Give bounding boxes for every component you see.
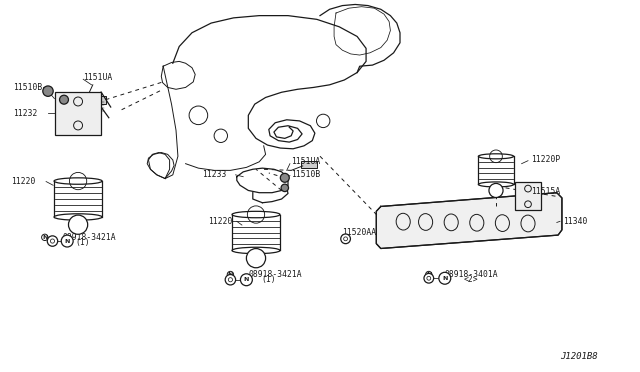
Text: N: N	[228, 272, 233, 277]
Text: 11510B: 11510B	[291, 170, 321, 179]
Text: N: N	[442, 276, 447, 281]
Text: (1): (1)	[261, 275, 276, 284]
Bar	[86, 96, 106, 104]
Text: 11220P: 11220P	[531, 155, 561, 164]
Text: 1151UA: 1151UA	[83, 73, 113, 82]
Text: 11220: 11220	[208, 217, 232, 226]
Circle shape	[43, 86, 53, 96]
Text: N: N	[426, 272, 431, 277]
Ellipse shape	[232, 247, 280, 254]
Circle shape	[225, 275, 236, 285]
Text: 11515A: 11515A	[531, 187, 561, 196]
Text: J1201B8: J1201B8	[560, 352, 598, 361]
Text: (1): (1)	[76, 238, 90, 247]
Text: N: N	[42, 235, 47, 240]
Text: 11520AA: 11520AA	[342, 228, 376, 237]
Bar	[301, 161, 317, 168]
Circle shape	[61, 235, 73, 247]
Text: 08918-3421A: 08918-3421A	[63, 233, 116, 242]
Circle shape	[281, 184, 289, 192]
Text: 11510B: 11510B	[13, 83, 42, 92]
Bar	[515, 182, 541, 211]
Text: 1151UA: 1151UA	[291, 157, 321, 166]
Circle shape	[489, 183, 503, 198]
Polygon shape	[376, 193, 562, 248]
Ellipse shape	[54, 214, 102, 220]
Text: N: N	[65, 238, 70, 244]
Circle shape	[280, 173, 289, 182]
Circle shape	[47, 236, 58, 246]
Text: N: N	[244, 277, 249, 282]
Text: 11340: 11340	[563, 217, 588, 226]
Text: <2>: <2>	[464, 275, 479, 284]
Circle shape	[246, 248, 266, 268]
Text: 11233: 11233	[202, 170, 226, 179]
Ellipse shape	[479, 182, 514, 187]
Circle shape	[68, 215, 88, 234]
Text: 11232: 11232	[13, 109, 37, 118]
Bar	[55, 92, 101, 135]
Circle shape	[60, 95, 68, 104]
Circle shape	[340, 234, 351, 244]
Text: 11220: 11220	[12, 177, 36, 186]
Text: 08918-3401A: 08918-3401A	[445, 270, 499, 279]
Text: 08918-3421A: 08918-3421A	[248, 270, 302, 279]
Circle shape	[241, 274, 252, 286]
Circle shape	[439, 272, 451, 284]
Circle shape	[424, 273, 434, 283]
